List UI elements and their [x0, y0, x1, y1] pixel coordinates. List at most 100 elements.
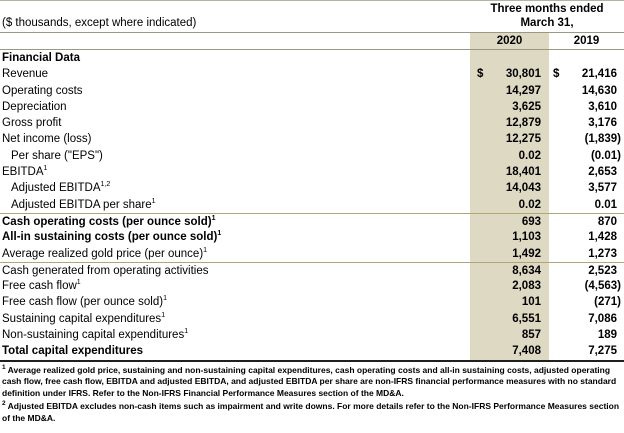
footnotes: 1 Average realized gold price, sustainin…: [0, 362, 624, 425]
column-header-2020: 2020: [470, 33, 549, 49]
value-2019: [551, 50, 624, 66]
value-2020: 14,297: [470, 82, 549, 99]
column-header-2019: 2019: [573, 35, 600, 47]
column-gutter: [549, 343, 551, 360]
row-label: Operating costs: [2, 84, 83, 97]
column-gutter: [549, 98, 551, 116]
value-2020: 101: [470, 294, 549, 311]
column-gutter: [549, 82, 551, 99]
column-gutter: [549, 180, 551, 197]
table-row: Total capital expenditures 7,408 7,275: [0, 343, 624, 360]
table-row: Financial Data: [0, 50, 624, 67]
table-row: Non-sustaining capital expenditures1 857 1…: [0, 327, 624, 344]
table-row: Average realized gold price (per ounce)1…: [0, 245, 624, 262]
row-label: Non-sustaining capital expenditures1: [2, 328, 189, 342]
column-gutter: [549, 310, 551, 328]
table-row: Adjusted EBITDA per share1 0.02 0.01: [0, 196, 624, 213]
period-line-2: March 31,: [520, 17, 574, 29]
value-2020: 7,408: [470, 343, 549, 360]
row-label: All-in sustaining costs (per ounce sold)…: [2, 230, 222, 244]
footnote: 1 Average realized gold price, sustainin…: [2, 363, 617, 399]
column-gutter: [549, 278, 551, 295]
row-label: Free cash flow (per ounce sold)1: [2, 295, 167, 309]
value-2020: 0.02: [470, 196, 549, 213]
table-header: ($ thousands, except where indicated) Th…: [0, 1, 624, 33]
year-header-row: 2020 2019: [0, 33, 624, 50]
column-gutter: [549, 327, 551, 344]
value-2019: 3,577: [588, 182, 617, 195]
value-2020: 8,634: [470, 262, 549, 279]
value-2020: 1,103: [470, 229, 549, 246]
table-body: Financial Data Revenue $30,801 $21,416 Opera…: [0, 50, 624, 360]
table-row: Free cash flow (per ounce sold)1 101 (271): [0, 294, 624, 311]
column-gutter: [549, 229, 551, 246]
value-2019: 2,523: [588, 264, 617, 277]
value-2019: (0.01): [590, 149, 621, 162]
value-2019: 1,428: [588, 231, 617, 244]
value-2020: 857: [470, 327, 549, 344]
row-label: Total capital expenditures: [2, 345, 144, 358]
column-gutter: [549, 213, 551, 230]
row-label: Free cash flow1: [2, 279, 81, 293]
row-label: EBITDA1: [2, 165, 48, 179]
row-label: Cash generated from operating activities: [2, 264, 209, 277]
row-label: Gross profit: [2, 117, 62, 130]
period-line-1: Three months ended: [490, 3, 604, 15]
table-row: Revenue $30,801 $21,416: [0, 66, 624, 83]
value-2020: 693: [470, 213, 549, 230]
value-2019: 14,630: [581, 84, 617, 97]
value-2020: [470, 50, 549, 67]
value-2020: 2,083: [470, 278, 549, 295]
row-label: Sustaining capital expenditures1: [2, 311, 166, 325]
column-gutter: [549, 262, 551, 279]
column-gutter: [549, 33, 551, 49]
value-2019: (1,839): [584, 133, 621, 146]
row-label: Financial Data: [2, 52, 80, 64]
table-row: Depreciation 3,625 3,610: [0, 98, 624, 116]
table-row: Per share ("EPS") 0.02 (0.01): [0, 147, 624, 165]
footnote: 2 Adjusted EBITDA excludes non-cash item…: [2, 400, 620, 423]
table-row: Gross profit 12,879 3,176: [0, 115, 624, 132]
value-2020: 12,275: [470, 131, 549, 148]
table-row: Operating costs 14,297 14,630: [0, 82, 624, 99]
table-row: Net income (loss) 12,275 (1,839): [0, 131, 624, 148]
table-row: Sustaining capital expenditures1 6,551 7,0…: [0, 310, 624, 328]
period-heading: Three months ended March 31,: [470, 1, 624, 32]
value-2019: 870: [597, 215, 617, 228]
value-2020: 12,879: [470, 115, 549, 132]
value-2019: (4,563): [584, 280, 621, 293]
value-2019: 7,275: [588, 345, 617, 358]
column-gutter: [549, 164, 551, 181]
value-2020: 6,551: [470, 310, 549, 328]
column-gutter: [549, 294, 551, 311]
row-label: Per share ("EPS"): [11, 149, 103, 162]
value-2019: 7,086: [588, 312, 617, 325]
value-2019: 0.01: [594, 198, 617, 211]
column-gutter: [549, 196, 551, 213]
value-2020: 1,492: [470, 245, 549, 262]
value-2019: 189: [597, 329, 617, 342]
value-2019: 3,176: [588, 117, 617, 130]
value-2019: $21,416: [551, 66, 624, 82]
column-gutter: [549, 131, 551, 148]
table-row: Cash generated from operating activities…: [0, 261, 624, 279]
value-2020: $30,801: [470, 66, 549, 83]
value-2020: 0.02: [470, 147, 549, 165]
column-gutter: [549, 50, 551, 67]
table-row: All-in sustaining costs (per ounce sold)…: [0, 229, 624, 246]
value-2020: 14,043: [470, 180, 549, 197]
row-label: Revenue: [2, 68, 49, 81]
value-2020: 3,625: [470, 98, 549, 116]
row-label: Net income (loss): [2, 133, 92, 146]
row-label: Average realized gold price (per ounce)1: [2, 246, 208, 260]
table-row: EBITDA1 18,401 2,653: [0, 164, 624, 181]
column-gutter: [549, 115, 551, 132]
table-row: Free cash flow1 2,083 (4,563): [0, 278, 624, 295]
row-label: Cash operating costs (per ounce sold)1: [2, 215, 216, 228]
row-label: Depreciation: [2, 100, 67, 113]
table-row: Adjusted EBITDA1,2 14,043 3,577: [0, 180, 624, 197]
value-2019: 1,273: [588, 247, 617, 260]
column-gutter: [549, 245, 551, 262]
value-2019: 2,653: [588, 166, 617, 179]
